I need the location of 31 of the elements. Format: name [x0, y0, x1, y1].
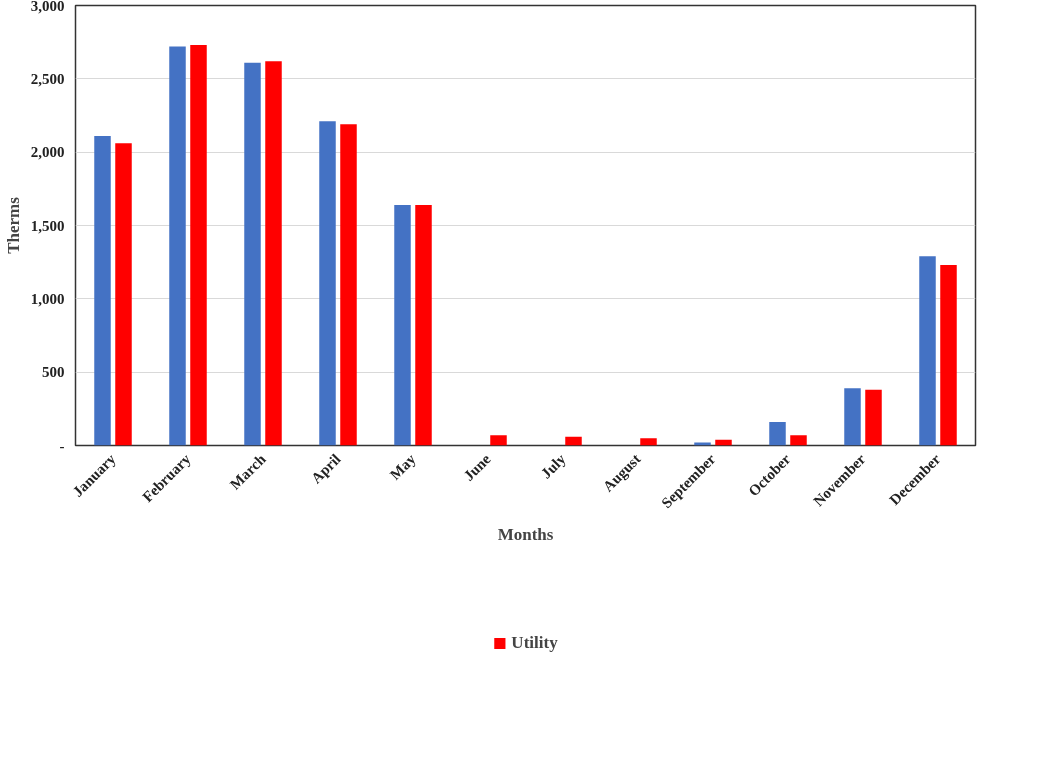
bar — [865, 389, 882, 446]
y-tick-label: 3,000 — [30, 0, 65, 14]
bar — [415, 204, 432, 446]
y-tick-label: 1,000 — [30, 290, 65, 307]
y-axis-title: Therms — [3, 196, 23, 254]
bar — [265, 61, 282, 446]
bar — [640, 438, 657, 446]
bar — [169, 46, 186, 446]
bar — [340, 124, 357, 446]
bar — [319, 121, 336, 446]
bar — [844, 388, 861, 446]
bar — [244, 62, 261, 446]
bar — [919, 256, 936, 446]
bar — [940, 265, 957, 446]
x-tick-label: June — [460, 450, 494, 484]
y-tick-label: 500 — [42, 364, 65, 381]
y-tick-label: 2,000 — [30, 144, 65, 161]
y-tick-label: 2,500 — [30, 70, 65, 87]
bar — [190, 45, 207, 446]
x-axis-title: Months — [497, 524, 554, 544]
bar — [115, 143, 132, 446]
bar — [790, 435, 807, 446]
bar — [769, 422, 786, 446]
bar — [94, 136, 111, 446]
y-tick-label: 1,500 — [30, 217, 65, 234]
bar — [394, 204, 411, 446]
bar — [565, 436, 582, 446]
bar — [490, 435, 507, 446]
y-tick-label: - — [59, 437, 65, 454]
legend-label: Utility — [511, 633, 558, 653]
x-tick-label: July — [537, 450, 570, 482]
